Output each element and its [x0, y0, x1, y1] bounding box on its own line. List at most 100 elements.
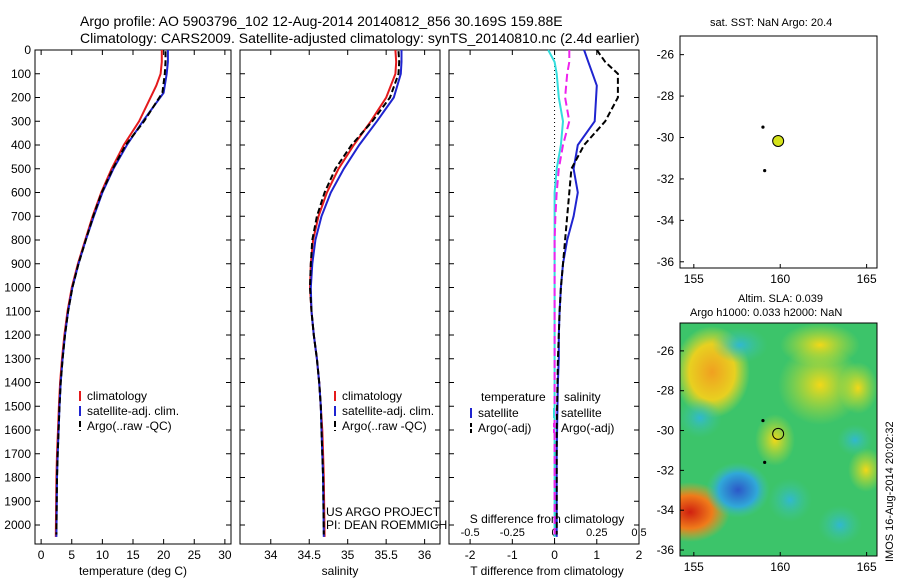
depth-tick-label: 0	[24, 43, 31, 57]
difference-legend-group-title: temperature	[481, 390, 546, 404]
sla-map-ytick-label: -34	[657, 503, 675, 517]
sst-map-track-point	[763, 169, 767, 173]
sst-map-title: sat. SST: NaN Argo: 20.4	[710, 17, 832, 29]
salinity-legend-label: satellite-adj. clim.	[342, 404, 434, 418]
credit-pi: PI: DEAN ROEMMICH	[326, 518, 447, 532]
temperature-series-satellite-adj-clim	[55, 50, 169, 537]
difference-x2tick-label: 0.25	[586, 527, 607, 539]
temperature-xtick-label: 25	[188, 548, 202, 562]
difference-legend-label: Argo(-adj)	[478, 421, 531, 435]
depth-tick-label: 1900	[4, 494, 31, 508]
temperature-legend-label: satellite-adj. clim.	[87, 404, 179, 418]
sst-map-xtick-label: 155	[684, 272, 704, 286]
difference-x2label: S difference from climatology	[470, 512, 625, 526]
difference-x2tick-label: -0.25	[500, 527, 525, 539]
salinity-series-argo-raw-qc	[308, 51, 401, 535]
depth-tick-label: 200	[11, 91, 31, 105]
sst-map-ytick-label: -34	[657, 213, 675, 227]
depth-tick-label: 1500	[4, 399, 31, 413]
difference-xtick-label: 0	[551, 548, 558, 562]
salinity-xtick-label: 35.5	[374, 548, 398, 562]
sst-map-ytick-label: -28	[657, 89, 675, 103]
difference-legend-label: Argo(-adj)	[561, 421, 614, 435]
difference-xtick-label: 1	[593, 548, 600, 562]
depth-tick-label: 400	[11, 138, 31, 152]
credit-project: US ARGO PROJECT	[326, 505, 441, 519]
difference-series-argo-adj	[555, 49, 619, 535]
salinity-panel	[239, 49, 441, 545]
temperature-legend-label: Argo(..raw -QC)	[87, 419, 172, 433]
sst-map-ytick-label: -36	[657, 255, 675, 269]
depth-tick-label: 700	[11, 209, 31, 223]
depth-tick-label: 1000	[4, 281, 31, 295]
sla-map-track-point	[761, 418, 765, 423]
sst-map-ytick-label: -30	[657, 131, 675, 145]
salinity-xtick-label: 34	[264, 548, 278, 562]
sla-map-frame	[679, 322, 878, 557]
salinity-xtick-label: 34.5	[298, 548, 322, 562]
depth-tick-label: 1700	[4, 447, 31, 461]
depth-tick-label: 1200	[4, 328, 31, 342]
difference-panel	[448, 49, 640, 545]
depth-tick-label: 600	[11, 186, 31, 200]
sla-map-title: Altim. SLA: 0.039	[738, 293, 823, 305]
sst-map-ytick-label: -26	[657, 48, 675, 62]
depth-tick-label: 1600	[4, 423, 31, 437]
temperature-xtick-label: 0	[38, 548, 45, 562]
difference-legend-label: satellite	[478, 406, 519, 420]
salinity-legend-label: Argo(..raw -QC)	[342, 419, 427, 433]
header-line-1: Argo profile: AO 5903796_102 12-Aug-2014…	[80, 13, 563, 29]
sla-map-ytick-label: -36	[657, 543, 675, 557]
temperature-xtick-label: 30	[218, 548, 232, 562]
sla-map-ytick-label: -30	[657, 424, 675, 438]
temperature-series-argo-raw-qc	[55, 51, 167, 535]
depth-tick-label: 1100	[5, 304, 31, 318]
difference-legend-group-title: salinity	[564, 390, 601, 404]
sst-map-xtick-label: 160	[770, 272, 790, 286]
difference-legend-label: satellite	[561, 406, 602, 420]
sla-map-profile-marker	[772, 427, 785, 440]
sst-map-ytick-label: -32	[657, 172, 675, 186]
difference-xtick-label: -1	[507, 548, 518, 562]
salinity-legend-label: climatology	[342, 389, 402, 403]
sla-map-track-point	[763, 460, 767, 465]
temperature-xtick-label: 5	[68, 548, 75, 562]
temperature-xtick-label: 20	[157, 548, 171, 562]
difference-xtick-label: 2	[636, 548, 643, 562]
sst-map-profile-marker	[772, 135, 785, 148]
sla-map-xtick-label: 155	[684, 560, 704, 574]
salinity-series-satellite-adj-clim	[309, 50, 403, 537]
difference-series-argo-adj	[553, 50, 571, 535]
salinity-xtick-label: 36	[418, 548, 432, 562]
depth-tick-label: 1400	[4, 376, 31, 390]
sla-map-ytick-label: -28	[657, 384, 675, 398]
salinity-xlabel: salinity	[322, 564, 359, 578]
depth-tick-label: 900	[11, 257, 31, 271]
depth-tick-label: 500	[11, 162, 31, 176]
depth-tick-label: 300	[11, 114, 31, 128]
difference-xtick-label: -2	[465, 548, 476, 562]
sst-map-track-point	[761, 125, 765, 129]
sla-heatmap	[680, 323, 877, 556]
sla-map-xtick-label: 165	[857, 560, 877, 574]
depth-tick-label: 1800	[4, 471, 31, 485]
timestamp: IMOS 16-Aug-2014 20:02:32	[884, 421, 896, 562]
depth-tick-label: 100	[11, 67, 31, 81]
sla-map-subtitle: Argo h1000: 0.033 h2000: NaN	[690, 307, 842, 319]
difference-xlabel: T difference from climatology	[470, 564, 624, 578]
depth-tick-label: 2000	[4, 518, 31, 532]
difference-x2tick-label: -0.5	[461, 527, 480, 539]
depth-tick-label: 800	[11, 233, 31, 247]
header-line-2: Climatology: CARS2009. Satellite-adjuste…	[80, 30, 640, 46]
sla-map-xtick-label: 160	[770, 560, 790, 574]
temperature-panel	[34, 49, 232, 545]
temperature-xtick-label: 10	[96, 548, 110, 562]
temperature-xtick-label: 15	[126, 548, 140, 562]
salinity-xtick-label: 35	[341, 548, 355, 562]
sst-map-frame	[679, 35, 878, 269]
difference-x2tick-label: 0.5	[631, 527, 646, 539]
temperature-legend-label: climatology	[87, 389, 147, 403]
temperature-xlabel: temperature (deg C)	[79, 564, 187, 578]
sla-map-ytick-label: -26	[657, 344, 675, 358]
